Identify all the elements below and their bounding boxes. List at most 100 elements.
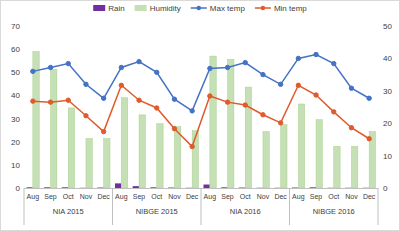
bar [139, 115, 145, 188]
marker [84, 114, 88, 118]
x-tick-label: Aug [292, 193, 305, 201]
marker [349, 126, 353, 130]
x-tick-label: Aug [204, 193, 217, 201]
legend-marker [261, 6, 265, 10]
marker [367, 137, 371, 141]
marker [48, 100, 52, 104]
bar [44, 187, 50, 188]
marker [314, 93, 318, 97]
x-tick-label: Nov [345, 193, 358, 200]
bar [150, 187, 156, 188]
x-tick-label: Dec [274, 193, 287, 200]
bar [239, 187, 245, 188]
bar [257, 187, 263, 188]
bar [310, 187, 316, 188]
legend-label: Rain [108, 4, 124, 13]
bar [133, 186, 139, 188]
x-tick-label: Sep [310, 193, 323, 201]
legend-label: Max temp [210, 4, 246, 13]
marker [190, 144, 194, 148]
marker [332, 110, 336, 114]
y-tick [21, 118, 24, 119]
marker [155, 70, 159, 74]
marker [119, 83, 123, 87]
marker [296, 56, 300, 60]
legend-swatch [93, 5, 105, 11]
bar [298, 104, 304, 188]
bar [68, 108, 74, 188]
bar [327, 187, 333, 188]
chart-frame [1, 1, 400, 231]
y-tick [21, 141, 24, 142]
y-tick-label: 20 [11, 138, 20, 147]
bar [51, 69, 57, 188]
marker [31, 99, 35, 103]
x-tick-label: Sep [221, 193, 234, 201]
group-separator [289, 188, 290, 225]
x-tick-label: Dec [97, 193, 110, 200]
marker [172, 127, 176, 131]
y2-tick [378, 155, 381, 156]
y-tick [21, 49, 24, 50]
marker [261, 72, 265, 76]
x-tick-label: Oct [151, 193, 162, 200]
x-tick-label: Sep [44, 193, 57, 201]
bar [157, 124, 163, 188]
y-tick [21, 26, 24, 27]
x-tick-label: Nov [168, 193, 181, 200]
line [33, 85, 369, 146]
x-tick-label: Sep [133, 193, 146, 201]
legend-item: Min temp [255, 4, 307, 13]
y-tick-label: 10 [11, 161, 20, 170]
bar [210, 56, 216, 188]
group-label: NIBGE 2015 [136, 207, 178, 216]
bar [168, 187, 174, 188]
marker [119, 65, 123, 69]
legend: RainHumidityMax tempMin temp [93, 4, 307, 13]
marker [243, 103, 247, 107]
bar [292, 187, 298, 188]
bar [97, 187, 103, 188]
group-separator [201, 188, 202, 225]
x-tick-label: Dec [186, 193, 199, 200]
marker [48, 65, 52, 69]
y2-tick-label: 0 [383, 184, 388, 193]
marker [261, 113, 265, 117]
y-tick-label: 70 [11, 22, 20, 31]
y-tick-label: 0 [16, 184, 21, 193]
y-tick [21, 95, 24, 96]
marker [84, 82, 88, 86]
bar [345, 187, 351, 188]
y-tick [21, 164, 24, 165]
y2-tick [378, 58, 381, 59]
bar [174, 127, 180, 188]
x-tick-label: Aug [27, 193, 40, 201]
bar [351, 146, 357, 188]
marker [66, 98, 70, 102]
y2-tick-label: 20 [383, 119, 392, 128]
group-label: NIBGE 2016 [313, 207, 355, 216]
x-tick-label: Aug [115, 193, 128, 201]
marker [278, 121, 282, 125]
legend-item: Rain [93, 4, 124, 13]
y-tick-label: 60 [11, 45, 20, 54]
bar [334, 146, 340, 188]
bar [245, 87, 251, 188]
x-tick-label: Oct [240, 193, 251, 200]
group-label: NIA 2015 [53, 207, 84, 216]
x-tick-label: Oct [328, 193, 339, 200]
y-tick-label: 30 [11, 115, 20, 124]
legend-label: Min temp [274, 4, 307, 13]
marker [101, 129, 105, 133]
marker [225, 65, 229, 69]
marker [190, 109, 194, 113]
marker [101, 96, 105, 100]
bar [26, 187, 32, 188]
marker [66, 61, 70, 65]
x-tick-label: Oct [63, 193, 74, 200]
bar [203, 185, 209, 188]
bar [62, 187, 68, 188]
marker [172, 97, 176, 101]
bar [121, 98, 127, 188]
bar [86, 138, 92, 188]
